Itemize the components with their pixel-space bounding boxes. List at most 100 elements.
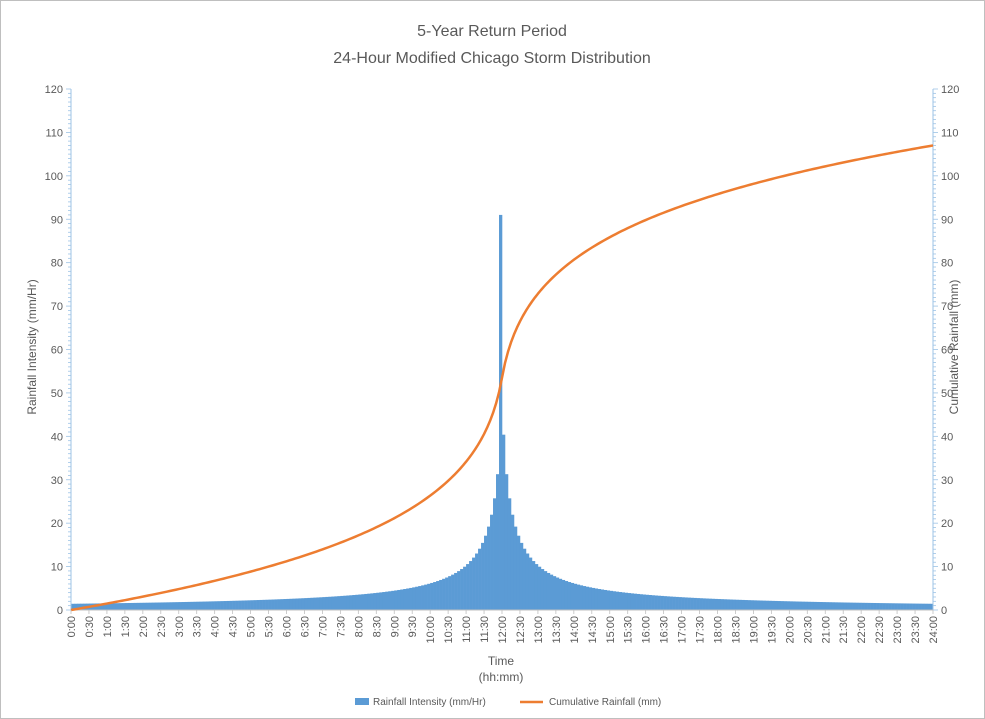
- intensity-bar: [687, 597, 691, 610]
- y-right-tick-label: 10: [941, 562, 953, 574]
- y-right-tick-label: 50: [941, 388, 953, 400]
- intensity-bar: [762, 600, 766, 610]
- legend: Rainfall Intensity (mm/Hr) Cumulative Ra…: [355, 697, 661, 708]
- intensity-bar: [73, 603, 78, 610]
- y-left-tick-label: 80: [51, 258, 63, 270]
- intensity-bar: [145, 602, 150, 610]
- intensity-bar: [184, 601, 189, 610]
- intensity-bar: [648, 595, 652, 610]
- intensity-bar: [753, 600, 757, 610]
- intensity-bar: [543, 571, 548, 610]
- intensity-bar: [642, 594, 646, 610]
- intensity-bar: [169, 602, 174, 610]
- intensity-bar: [663, 596, 667, 610]
- x-tick-label: 14:00: [569, 616, 581, 644]
- intensity-bar: [834, 602, 838, 610]
- intensity-bar: [534, 564, 539, 610]
- intensity-bar: [636, 593, 640, 610]
- intensity-bar: [816, 601, 820, 610]
- x-tick-label: 7:30: [335, 616, 347, 637]
- intensity-bar: [507, 498, 512, 610]
- intensity-bar: [876, 603, 880, 610]
- intensity-bar: [415, 586, 419, 610]
- intensity-bar: [103, 603, 108, 610]
- x-tick-label: 15:30: [623, 616, 635, 644]
- intensity-bar: [196, 601, 200, 610]
- intensity-bar: [373, 593, 377, 610]
- intensity-bar: [379, 592, 383, 610]
- intensity-bar: [720, 599, 724, 610]
- intensity-bar: [819, 602, 823, 610]
- intensity-bar: [79, 603, 84, 610]
- intensity-bar: [630, 593, 634, 610]
- y-axis-right-label: Cumulative Rainfall (mm): [947, 280, 961, 415]
- intensity-bar: [274, 599, 278, 610]
- intensity-bar: [71, 603, 75, 610]
- intensity-bar: [549, 574, 554, 610]
- intensity-bar: [918, 603, 922, 610]
- intensity-bar: [382, 592, 386, 610]
- intensity-bar: [684, 597, 688, 610]
- intensity-bar: [699, 598, 703, 610]
- intensity-bar: [588, 587, 593, 610]
- x-tick-label: 7:00: [317, 616, 329, 637]
- x-tick-label: 5:00: [246, 616, 258, 637]
- intensity-bar: [879, 603, 883, 610]
- intensity-bar: [322, 597, 326, 610]
- intensity-bar: [690, 597, 694, 610]
- x-axis-label: Time: [488, 654, 515, 668]
- y-right-tick-label: 40: [941, 431, 953, 443]
- intensity-bar: [618, 592, 623, 610]
- y-left-tick-label: 40: [51, 431, 63, 443]
- y-left-tick-label: 0: [57, 605, 63, 617]
- intensity-bar: [621, 592, 626, 610]
- intensity-bar: [223, 601, 227, 610]
- x-tick-label: 20:30: [802, 616, 814, 644]
- intensity-bar: [840, 602, 844, 610]
- intensity-bar: [771, 600, 775, 610]
- x-tick-label: 13:00: [533, 616, 545, 644]
- intensity-bar: [891, 603, 895, 610]
- intensity-bar: [490, 514, 494, 610]
- y-left-tick-label: 100: [45, 171, 63, 183]
- intensity-bar: [561, 579, 566, 610]
- x-tick-label: 3:00: [174, 616, 186, 637]
- intensity-bar: [576, 584, 581, 610]
- intensity-bar: [531, 561, 536, 610]
- intensity-bar: [481, 542, 485, 610]
- intensity-bar: [585, 586, 590, 610]
- intensity-bar: [855, 602, 859, 610]
- intensity-bar: [220, 601, 224, 610]
- intensity-bar: [807, 601, 811, 610]
- intensity-bar: [735, 599, 739, 610]
- intensity-bar: [427, 583, 431, 610]
- intensity-bar: [397, 589, 401, 610]
- intensity-bar: [852, 602, 856, 610]
- intensity-bar: [211, 601, 215, 610]
- intensity-bar: [639, 594, 643, 610]
- intensity-bar: [154, 602, 159, 610]
- intensity-bar: [244, 600, 248, 610]
- x-tick-label: 1:30: [120, 616, 132, 637]
- intensity-bar: [801, 601, 805, 610]
- intensity-bar: [894, 603, 898, 610]
- x-tick-label: 17:30: [695, 616, 707, 644]
- y-left-tick-label: 90: [51, 214, 63, 226]
- x-tick-label: 10:00: [425, 616, 437, 644]
- intensity-bar: [504, 474, 509, 610]
- intensity-bar: [301, 598, 305, 610]
- intensity-bar: [846, 602, 850, 610]
- intensity-bar: [313, 597, 317, 610]
- x-tick-label: 21:00: [820, 616, 832, 644]
- intensity-bar: [247, 600, 251, 610]
- intensity-bar: [118, 603, 123, 610]
- intensity-bar: [130, 602, 135, 610]
- intensity-bar: [271, 599, 275, 610]
- intensity-bar: [558, 578, 563, 610]
- x-tick-label: 9:00: [389, 616, 401, 637]
- intensity-bar: [370, 593, 374, 610]
- intensity-bar: [921, 603, 925, 610]
- y-right-tick-label: 80: [941, 258, 953, 270]
- intensity-bar: [861, 602, 865, 610]
- intensity-bar: [409, 587, 413, 610]
